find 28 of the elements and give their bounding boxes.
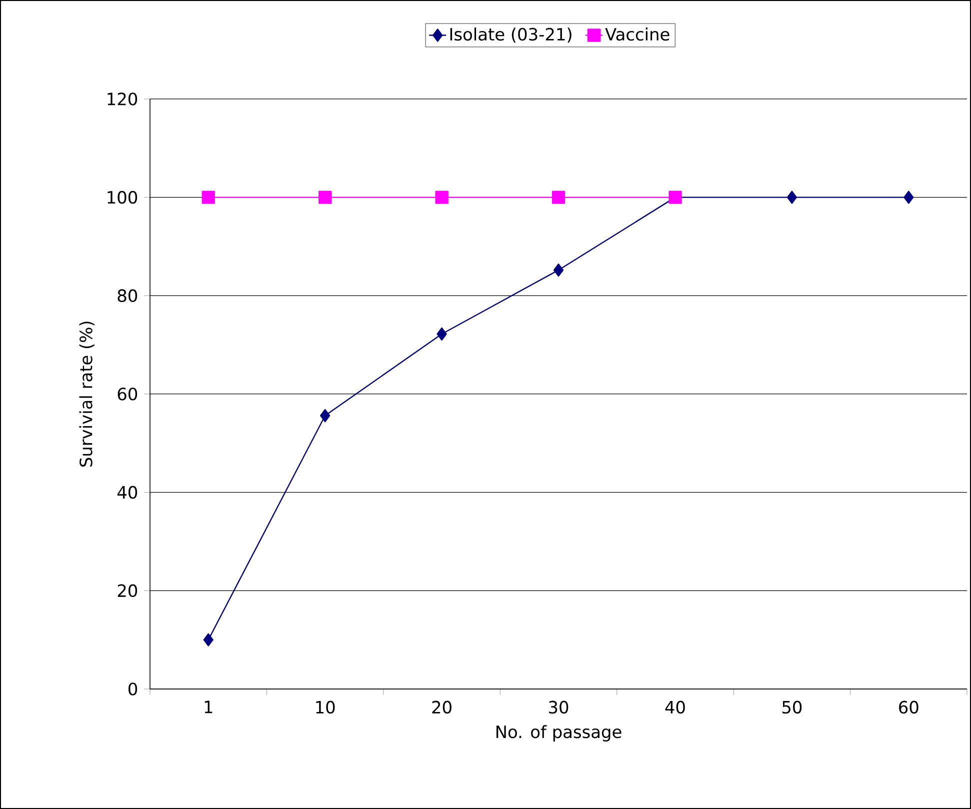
- y-axis-title: Survivial rate (%): [79, 322, 94, 467]
- x-tick-label: 30: [549, 700, 568, 714]
- point: [435, 190, 448, 204]
- y-tick-label: 100: [108, 190, 138, 204]
- y-tick-label: 120: [108, 92, 138, 106]
- point: [553, 264, 564, 277]
- legend-label: Isolate (03-21): [450, 28, 572, 43]
- y-tick-label: 60: [118, 388, 138, 400]
- y-tick-label: 80: [118, 289, 138, 302]
- x-axis-title: No. of passage: [496, 725, 622, 742]
- point: [436, 327, 447, 341]
- x-tick-label: 50: [782, 700, 802, 714]
- y-tick-label: 0: [128, 682, 138, 696]
- x-tick-label: 20: [432, 700, 452, 714]
- y-tick-label: 40: [117, 486, 138, 499]
- point: [202, 190, 215, 204]
- x-tick-label: 40: [665, 700, 685, 714]
- y-tick-label: 20: [118, 584, 138, 598]
- point: [320, 409, 330, 422]
- point: [786, 190, 798, 204]
- x-tick-label: 1: [204, 700, 212, 714]
- x-tick-label: 10: [316, 700, 335, 714]
- point: [318, 190, 332, 204]
- x-tick-label: 60: [899, 700, 918, 714]
- point: [904, 190, 914, 204]
- point: [203, 633, 214, 646]
- point: [552, 190, 566, 204]
- legend-label: Vaccine: [605, 28, 670, 41]
